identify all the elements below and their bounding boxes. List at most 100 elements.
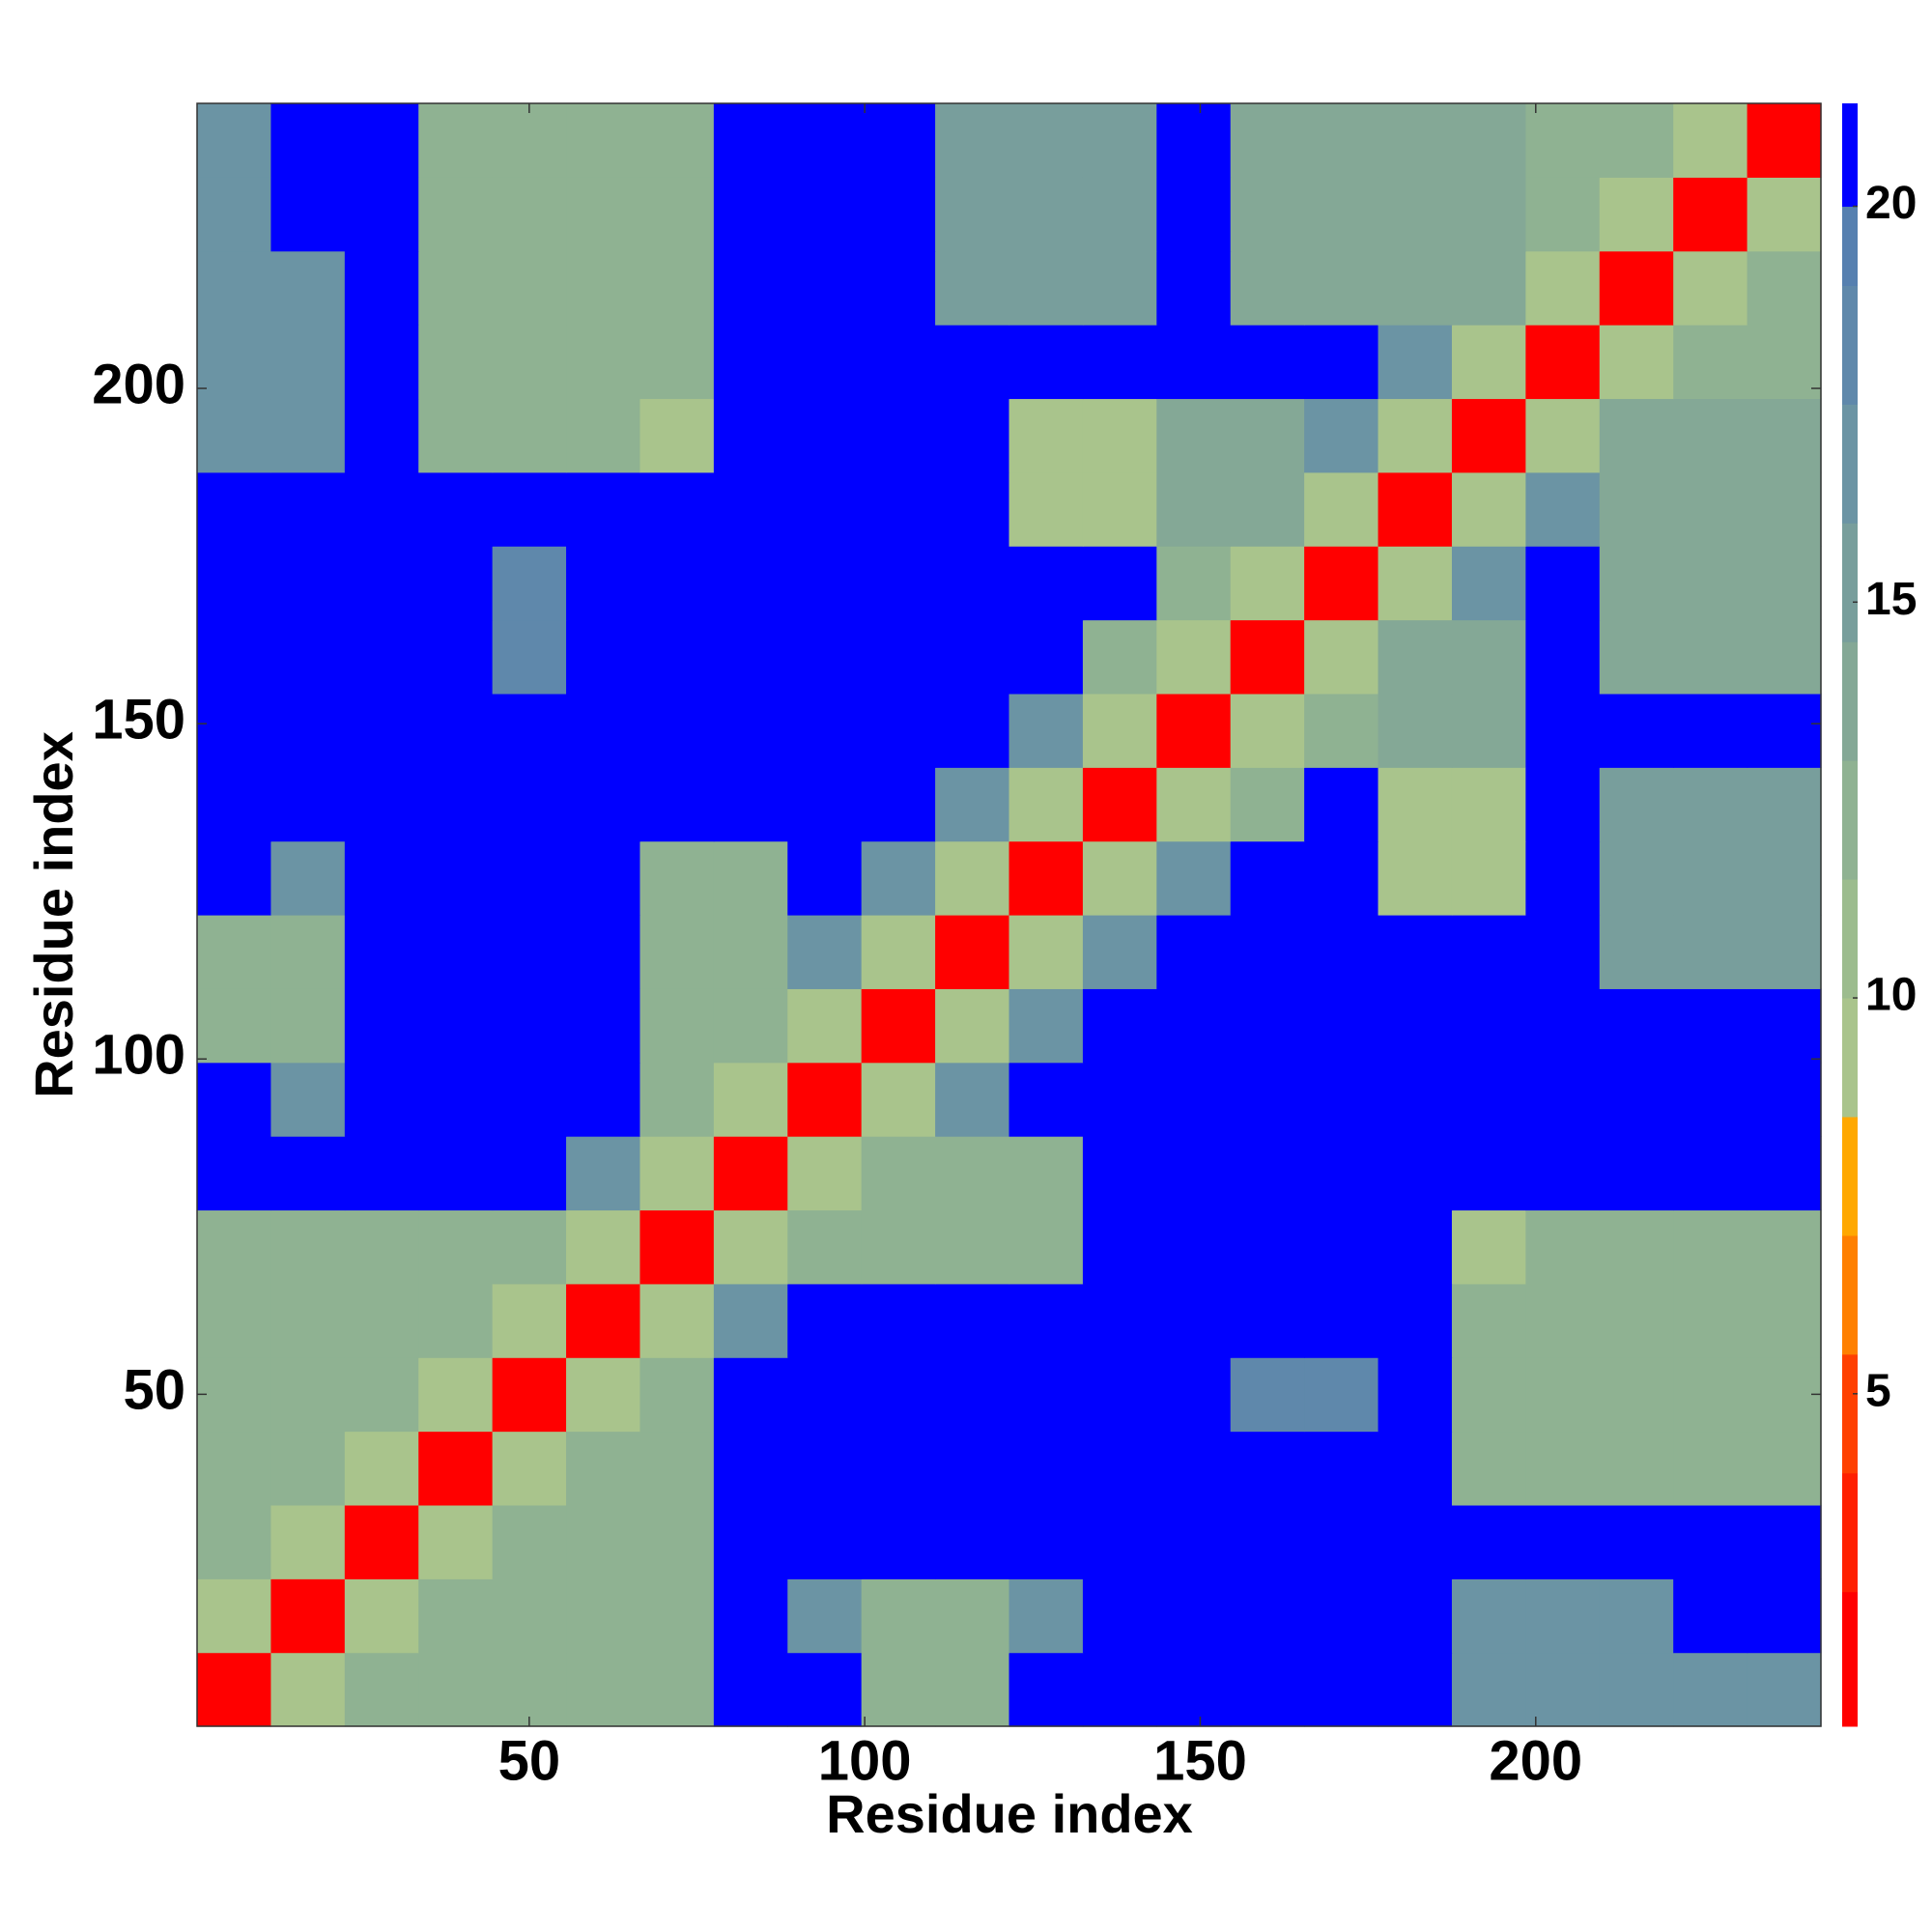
heatmap-cell: [1451, 693, 1526, 768]
heatmap-cell: [639, 471, 715, 547]
heatmap-cell: [1230, 398, 1305, 473]
heatmap-cell: [787, 325, 863, 400]
colorbar-segment: [1842, 641, 1858, 761]
heatmap-cell: [1082, 546, 1157, 621]
heatmap-cell: [418, 988, 494, 1064]
heatmap-cell: [639, 840, 715, 916]
heatmap-cell: [1451, 767, 1526, 842]
y-tick-label: 200: [92, 353, 185, 415]
heatmap-cell: [270, 177, 346, 252]
heatmap-cell: [197, 1062, 272, 1137]
heatmap-cell: [1230, 1283, 1305, 1358]
heatmap-cell: [1378, 1062, 1453, 1137]
heatmap-cell: [197, 1283, 272, 1358]
heatmap-cell: [270, 988, 346, 1064]
heatmap-cell: [935, 1504, 1010, 1579]
heatmap-cell: [1082, 103, 1157, 178]
heatmap-cell: [418, 619, 494, 695]
heatmap-cell: [344, 1136, 419, 1211]
heatmap-cell: [1304, 471, 1379, 547]
heatmap-cell: [1378, 1431, 1453, 1506]
heatmap-cell: [197, 250, 272, 326]
colorbar-segment: [1842, 1591, 1858, 1727]
heatmap-cell: [1525, 1652, 1601, 1727]
heatmap-cell: [1156, 325, 1232, 400]
heatmap-cell: [492, 398, 567, 473]
heatmap-cell: [1747, 103, 1822, 178]
heatmap-cell: [492, 988, 567, 1064]
heatmap-cell: [492, 619, 567, 695]
heatmap-cell: [1525, 619, 1601, 695]
heatmap-cell: [418, 693, 494, 768]
heatmap-cell: [1451, 915, 1526, 989]
heatmap-cell: [1156, 840, 1232, 916]
heatmap-cell: [1230, 1578, 1305, 1654]
heatmap-cell: [1451, 103, 1526, 178]
heatmap-cell: [1082, 1209, 1157, 1285]
heatmap-cell: [1230, 546, 1305, 621]
heatmap-cell: [1082, 840, 1157, 916]
heatmap-cell: [197, 471, 272, 547]
heatmap-cell: [787, 398, 863, 473]
heatmap-cell: [344, 988, 419, 1064]
heatmap-cell: [566, 1209, 641, 1285]
heatmap-cell: [639, 546, 715, 621]
colorbar-segment: [1842, 998, 1858, 1118]
heatmap-cell: [1599, 988, 1674, 1064]
heatmap-cell: [1525, 546, 1601, 621]
heatmap-cell: [1451, 1209, 1526, 1285]
heatmap-cell: [1747, 1431, 1822, 1506]
heatmap-cell: [713, 546, 788, 621]
heatmap-cell: [1304, 325, 1379, 400]
heatmap-cell: [1599, 619, 1674, 695]
heatmap-cell: [492, 177, 567, 252]
heatmap-cell: [1378, 915, 1453, 989]
colorbar-tick-label: 5: [1865, 1365, 1891, 1416]
heatmap-cell: [1304, 693, 1379, 768]
heatmap-cell: [1230, 177, 1305, 252]
heatmap-cell: [713, 1062, 788, 1137]
colorbar-segment: [1842, 879, 1858, 999]
heatmap-cell: [1747, 325, 1822, 400]
heatmap-cell: [713, 1357, 788, 1433]
heatmap: [197, 103, 1822, 1727]
heatmap-cell: [1304, 177, 1379, 252]
heatmap-cell: [861, 1062, 936, 1137]
heatmap-cell: [1304, 1136, 1379, 1211]
heatmap-cell: [1156, 103, 1232, 178]
heatmap-cell: [1009, 915, 1084, 989]
heatmap-cell: [197, 1504, 272, 1579]
heatmap-cell: [418, 471, 494, 547]
heatmap-cell: [1156, 1062, 1232, 1137]
heatmap-cell: [418, 1652, 494, 1727]
heatmap-cell: [935, 325, 1010, 400]
heatmap-cell: [1304, 1357, 1379, 1433]
colorbar-segment: [1842, 523, 1858, 642]
heatmap-cell: [787, 250, 863, 326]
heatmap-cell: [1451, 840, 1526, 916]
heatmap-cell: [1009, 1578, 1084, 1654]
heatmap-cell: [713, 767, 788, 842]
heatmap-cell: [270, 398, 346, 473]
heatmap-cell: [935, 915, 1010, 989]
heatmap-cell: [344, 471, 419, 547]
heatmap-cell: [492, 325, 567, 400]
heatmap-cell: [1451, 619, 1526, 695]
heatmap-cell: [1304, 1283, 1379, 1358]
heatmap-cell: [418, 546, 494, 621]
heatmap-cell: [787, 1431, 863, 1506]
heatmap-cell: [1082, 177, 1157, 252]
heatmap-cell: [418, 1062, 494, 1137]
heatmap-cell: [1156, 471, 1232, 547]
heatmap-cell: [1230, 250, 1305, 326]
heatmap-cell: [713, 1578, 788, 1654]
heatmap-cell: [1082, 619, 1157, 695]
heatmap-cell: [1304, 767, 1379, 842]
heatmap-cell: [1673, 693, 1748, 768]
heatmap-cell: [861, 840, 936, 916]
heatmap-cell: [492, 1652, 567, 1727]
heatmap-cell: [935, 546, 1010, 621]
heatmap-cell: [492, 1504, 567, 1579]
heatmap-cell: [713, 693, 788, 768]
heatmap-cell: [1599, 1283, 1674, 1358]
